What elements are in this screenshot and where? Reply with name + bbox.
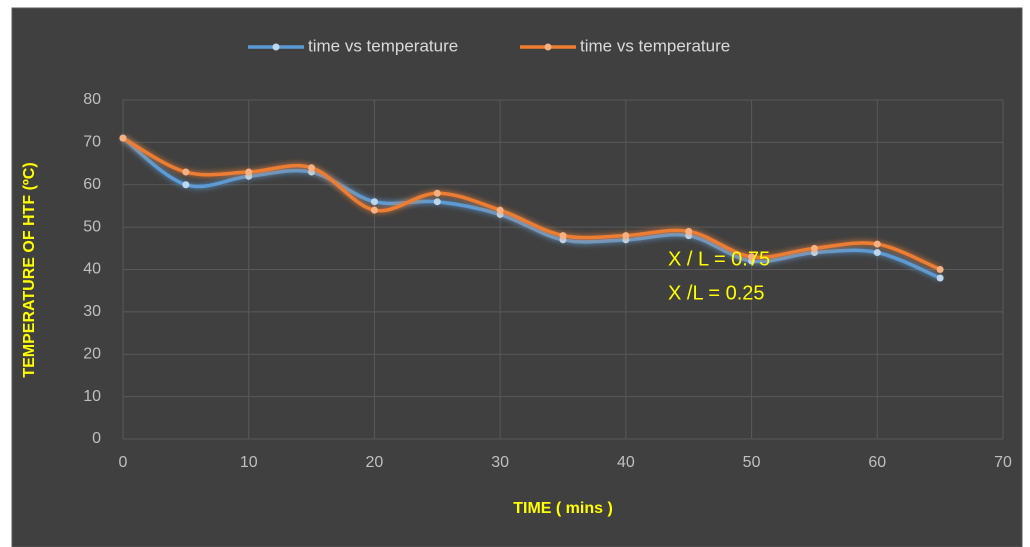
y-tick-label: 70 <box>83 134 101 151</box>
legend-marker <box>272 43 280 51</box>
series-line <box>121 136 941 280</box>
y-tick-label: 20 <box>83 345 101 362</box>
y-tick-label: 80 <box>83 91 101 108</box>
x-tick-label: 40 <box>617 454 635 471</box>
data-point <box>873 240 881 248</box>
y-axis-title: TEMPERATURE OF HTF (ºC) <box>21 162 38 377</box>
annotation: X / L = 0.75 <box>668 248 770 270</box>
x-tick-label: 0 <box>119 454 128 471</box>
data-point <box>496 206 504 214</box>
y-tick-label: 40 <box>83 261 101 278</box>
legend-marker <box>544 43 552 51</box>
series-line <box>122 136 941 272</box>
data-point <box>370 206 378 214</box>
data-point <box>370 198 378 206</box>
data-point <box>245 168 253 176</box>
x-tick-label: 50 <box>743 454 761 471</box>
y-tick-label: 0 <box>92 430 101 447</box>
x-tick-label: 20 <box>366 454 384 471</box>
data-point <box>873 249 881 257</box>
y-tick-label: 30 <box>83 303 101 320</box>
y-tick-label: 50 <box>83 218 101 235</box>
x-tick-label: 30 <box>491 454 509 471</box>
data-point <box>182 168 190 176</box>
x-tick-label: 70 <box>994 454 1012 471</box>
data-point <box>559 232 567 240</box>
annotation: X /L = 0.25 <box>668 282 765 304</box>
data-point <box>748 253 756 261</box>
data-point <box>308 164 316 172</box>
y-tick-label: 60 <box>83 176 101 193</box>
data-point <box>433 189 441 197</box>
x-tick-label: 10 <box>240 454 258 471</box>
x-tick-label: 60 <box>868 454 886 471</box>
x-axis-title: TIME ( mins ) <box>513 500 613 517</box>
data-point <box>433 198 441 206</box>
data-point <box>182 181 190 189</box>
data-point <box>936 266 944 273</box>
chart-background <box>11 7 1023 547</box>
y-tick-label: 10 <box>83 388 101 405</box>
legend-label: time vs temperature <box>308 36 458 55</box>
legend-label: time vs temperature <box>580 36 730 55</box>
data-point <box>936 274 944 282</box>
data-point <box>119 134 127 142</box>
data-point <box>685 227 693 235</box>
data-point <box>622 232 630 240</box>
data-point <box>810 244 818 252</box>
